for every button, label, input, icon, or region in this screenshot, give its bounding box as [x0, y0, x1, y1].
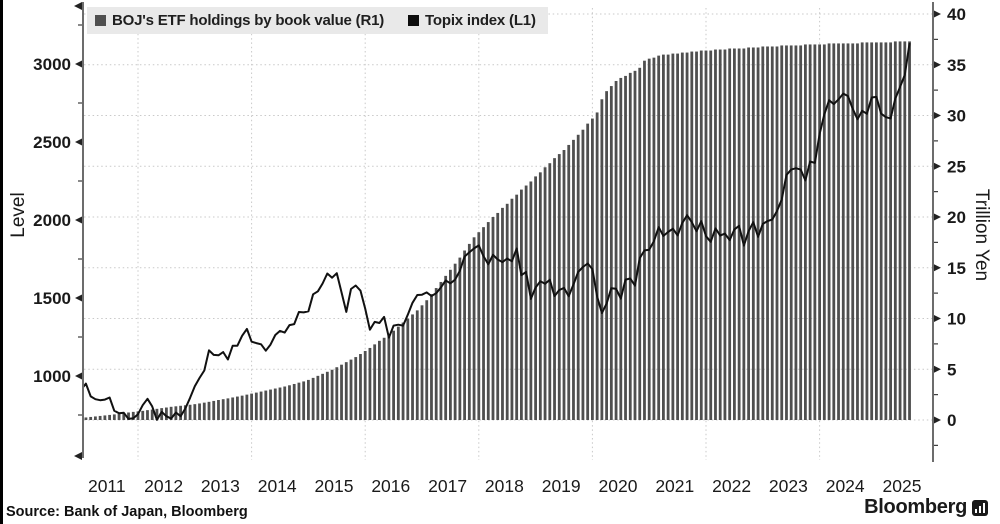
svg-text:2019: 2019 [542, 476, 581, 496]
svg-text:2000: 2000 [33, 211, 71, 230]
svg-text:40: 40 [947, 5, 966, 24]
chart-plot: 1000150020002500300005101520253035402011… [33, 2, 966, 496]
left-axis-title: Level [8, 192, 29, 238]
svg-text:2025: 2025 [883, 476, 922, 496]
svg-text:3000: 3000 [33, 55, 71, 74]
svg-text:20: 20 [947, 208, 966, 227]
bar-chart-icon [972, 499, 988, 516]
legend-label: Topix index (L1) [425, 12, 536, 29]
svg-text:2020: 2020 [599, 476, 638, 496]
legend-item-topix-index: Topix index (L1) [408, 12, 536, 29]
svg-text:5: 5 [947, 360, 956, 379]
svg-text:25: 25 [947, 157, 966, 176]
svg-text:2013: 2013 [201, 476, 240, 496]
svg-text:2021: 2021 [655, 476, 694, 496]
svg-text:2012: 2012 [144, 476, 183, 496]
svg-text:2024: 2024 [826, 476, 865, 496]
svg-text:2018: 2018 [485, 476, 524, 496]
chart-legend: BOJ's ETF holdings by book value (R1) To… [87, 7, 548, 34]
etf-holdings-bars [84, 41, 911, 421]
svg-text:15: 15 [947, 259, 966, 278]
svg-text:30: 30 [947, 107, 966, 126]
x-year-labels: 2011 2012 2013 2014 2015 2016 2017 2018 2019 2020… [88, 476, 921, 496]
bloomberg-branding: Bloomberg [864, 496, 988, 519]
svg-text:2022: 2022 [712, 476, 751, 496]
etf-series-swatch-icon [95, 15, 106, 26]
legend-item-etf-holdings: BOJ's ETF holdings by book value (R1) [95, 12, 384, 29]
svg-text:1500: 1500 [33, 289, 71, 308]
axes [82, 2, 934, 462]
svg-text:2011: 2011 [88, 476, 126, 496]
svg-text:2015: 2015 [315, 476, 354, 496]
topix-series-swatch-icon [408, 15, 420, 26]
svg-text:2014: 2014 [258, 476, 297, 496]
axis-ticks [74, 2, 941, 460]
axis-tick-labels: 1000 1500 2000 2500 3000 0 5 10 15 20 25 30 35 40 [33, 5, 966, 430]
bloomberg-wordmark: Bloomberg [864, 496, 967, 518]
legend-label: BOJ's ETF holdings by book value (R1) [112, 12, 385, 29]
svg-text:1000: 1000 [33, 367, 71, 386]
svg-text:2017: 2017 [428, 476, 467, 496]
svg-text:35: 35 [947, 56, 966, 75]
svg-text:2500: 2500 [33, 133, 71, 152]
svg-text:0: 0 [947, 411, 956, 430]
svg-text:2016: 2016 [371, 476, 410, 496]
svg-text:2023: 2023 [769, 476, 808, 496]
topix-index-line [84, 42, 911, 421]
right-axis-title: Trillion Yen [971, 188, 992, 282]
source-attribution: Source: Bank of Japan, Bloomberg [6, 504, 248, 520]
svg-text:10: 10 [947, 310, 966, 329]
